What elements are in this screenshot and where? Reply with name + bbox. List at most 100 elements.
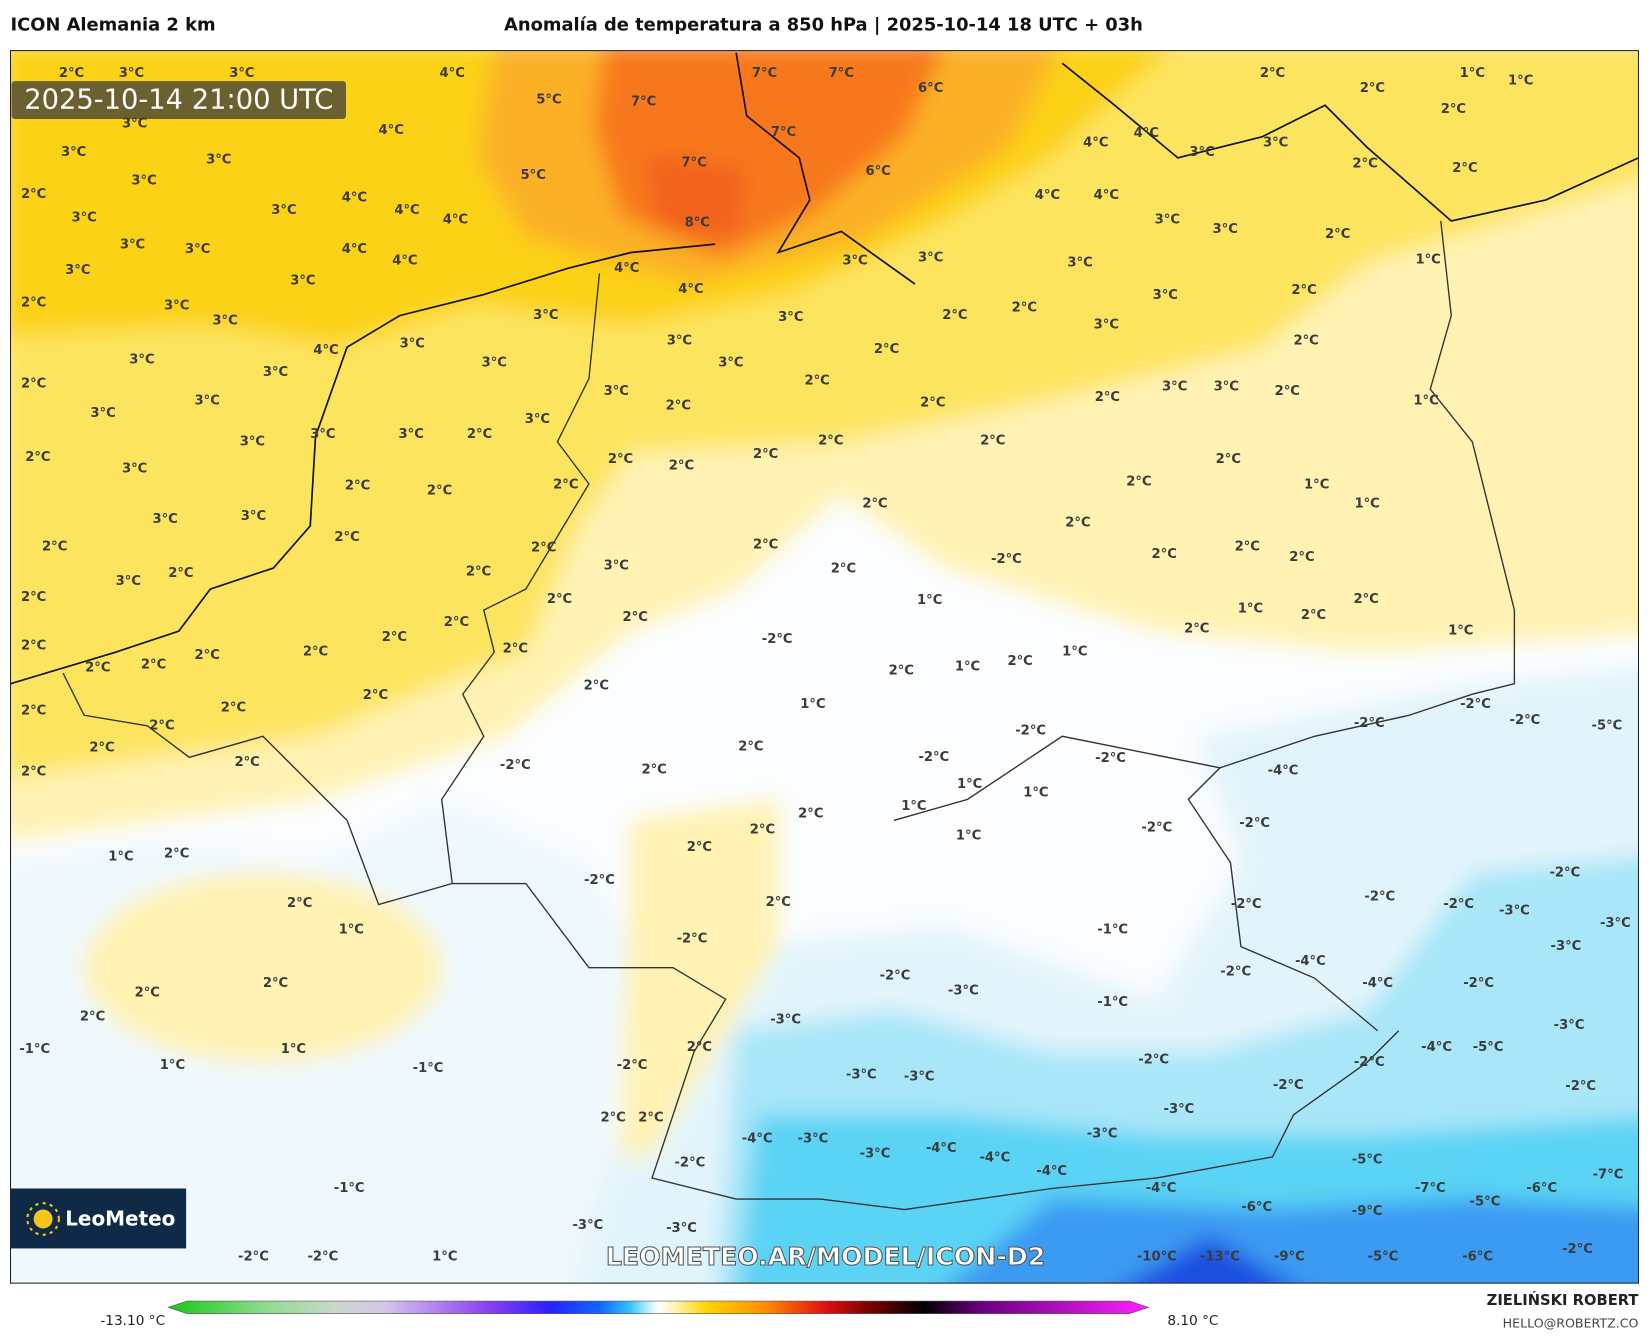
temperature-label: 2°C xyxy=(221,700,246,715)
temperature-label: 3°C xyxy=(131,174,156,189)
temperature-label: -3°C xyxy=(1554,1018,1585,1033)
temperature-label: 2°C xyxy=(263,976,288,991)
temperature-label: 2°C xyxy=(1095,390,1120,405)
temperature-label: 4°C xyxy=(379,123,404,138)
temperature-label: 2°C xyxy=(531,541,556,556)
temperature-label: 2°C xyxy=(942,308,967,323)
colorbar-max: 8.10 °C xyxy=(1167,1313,1218,1329)
temperature-label: 4°C xyxy=(394,203,419,218)
temperature-label: 2°C xyxy=(1235,539,1260,554)
temperature-label: -4°C xyxy=(1036,1164,1067,1179)
temperature-label: -2°C xyxy=(584,873,615,888)
temperature-label: 3°C xyxy=(122,117,147,132)
temperature-label: 2°C xyxy=(149,718,174,733)
temperature-label: 2°C xyxy=(1452,161,1477,176)
temperature-label: -4°C xyxy=(742,1132,773,1147)
temperature-label: 3°C xyxy=(122,462,147,477)
temperature-label: 3°C xyxy=(229,66,254,81)
temperature-label: 2°C xyxy=(135,985,160,1000)
temperature-label: 2°C xyxy=(195,648,220,663)
temperature-label: -2°C xyxy=(500,758,531,773)
temperature-label: -2°C xyxy=(1354,716,1385,731)
temperature-label: 6°C xyxy=(918,81,943,96)
temperature-label: 2°C xyxy=(59,66,84,81)
temperature-label: 1°C xyxy=(901,799,926,814)
temperature-label: 2°C xyxy=(1126,474,1151,489)
timestamp-box xyxy=(11,81,346,119)
temperature-label: 3°C xyxy=(65,263,90,278)
temperature-label: -3°C xyxy=(572,1218,603,1233)
temperature-label: -1°C xyxy=(334,1181,365,1196)
temperature-label: -2°C xyxy=(1354,1055,1385,1070)
temperature-label: 3°C xyxy=(1189,145,1214,160)
temperature-label: 2°C xyxy=(363,688,388,703)
temperature-label: 2°C xyxy=(1353,592,1378,607)
temperature-label: -2°C xyxy=(677,932,708,947)
temperature-label: 2°C xyxy=(818,433,843,448)
temperature-label: -2°C xyxy=(1463,976,1494,991)
temperature-label: -1°C xyxy=(19,1042,50,1057)
temperature-label: -3°C xyxy=(948,983,979,998)
temperature-label: 2°C xyxy=(1441,102,1466,117)
temperature-label: -6°C xyxy=(1241,1200,1272,1215)
temperature-label: 1°C xyxy=(1062,645,1087,660)
temperature-label: 3°C xyxy=(1263,136,1288,151)
colorbar xyxy=(167,1300,1150,1314)
temperature-label: -4°C xyxy=(979,1150,1010,1165)
temperature-label: 1°C xyxy=(432,1249,457,1264)
temperature-label: 2°C xyxy=(1260,66,1285,81)
temperature-label: 2°C xyxy=(141,657,166,672)
credit-email: HELLO@ROBERTZ.CO xyxy=(1503,1316,1639,1331)
temperature-label: 2°C xyxy=(738,739,763,754)
temperature-label: 2°C xyxy=(234,755,259,770)
temperature-label: 2°C xyxy=(334,530,359,545)
temperature-label: 3°C xyxy=(918,250,943,265)
temperature-label: 3°C xyxy=(604,384,629,399)
temperature-label: 4°C xyxy=(392,253,417,268)
map-title: Anomalía de temperatura a 850 hPa | 2025… xyxy=(504,14,1143,35)
temperature-label: 3°C xyxy=(206,152,231,167)
temperature-label: 2°C xyxy=(1291,283,1316,298)
temperature-label: -2°C xyxy=(1239,816,1270,831)
temperature-label: -5°C xyxy=(1352,1153,1383,1168)
temperature-label: -2°C xyxy=(1510,713,1541,728)
model-name: ICON Alemania 2 km xyxy=(11,14,216,35)
temperature-label: 3°C xyxy=(241,509,266,524)
temperature-label: 6°C xyxy=(865,164,890,179)
temperature-label: -1°C xyxy=(1097,922,1128,937)
temperature-label: 2°C xyxy=(1360,81,1385,96)
temperature-label: 1°C xyxy=(917,593,942,608)
temperature-label: -3°C xyxy=(770,1013,801,1028)
temperature-label: 2°C xyxy=(1012,301,1037,316)
temperature-label: -3°C xyxy=(860,1146,891,1161)
temperature-label: -2°C xyxy=(880,969,911,984)
temperature-label: -2°C xyxy=(1015,724,1046,739)
temperature-label: 2°C xyxy=(553,477,578,492)
temperature-label: 1°C xyxy=(1304,477,1329,492)
temperature-label: 7°C xyxy=(771,125,796,140)
temperature-label: -2°C xyxy=(762,632,793,647)
temperature-label: 2°C xyxy=(666,399,691,414)
temperature-label: -3°C xyxy=(1551,939,1582,954)
temperature-label: 4°C xyxy=(614,261,639,276)
temperature-label: -1°C xyxy=(1097,995,1128,1010)
temperature-label: 2°C xyxy=(466,565,491,580)
temperature-label: 1°C xyxy=(281,1042,306,1057)
temperature-label: -2°C xyxy=(1562,1242,1593,1257)
temperature-label: 2°C xyxy=(21,187,46,202)
temperature-label: 3°C xyxy=(399,427,424,442)
temperature-label: -2°C xyxy=(1273,1078,1304,1093)
temperature-label: 1°C xyxy=(800,697,825,712)
temperature-label: 1°C xyxy=(339,922,364,937)
temperature-label: -2°C xyxy=(1443,897,1474,912)
temperature-label: -2°C xyxy=(1565,1079,1596,1094)
temperature-label: 3°C xyxy=(842,253,867,268)
temperature-label: 2°C xyxy=(21,704,46,719)
temperature-label: 2°C xyxy=(687,1040,712,1055)
temperature-label: 2°C xyxy=(1152,547,1177,562)
temperature-label: 2°C xyxy=(753,537,778,552)
temperature-label: 3°C xyxy=(718,355,743,370)
temperature-label: 1°C xyxy=(160,1058,185,1073)
temperature-label: 2°C xyxy=(1216,452,1241,467)
